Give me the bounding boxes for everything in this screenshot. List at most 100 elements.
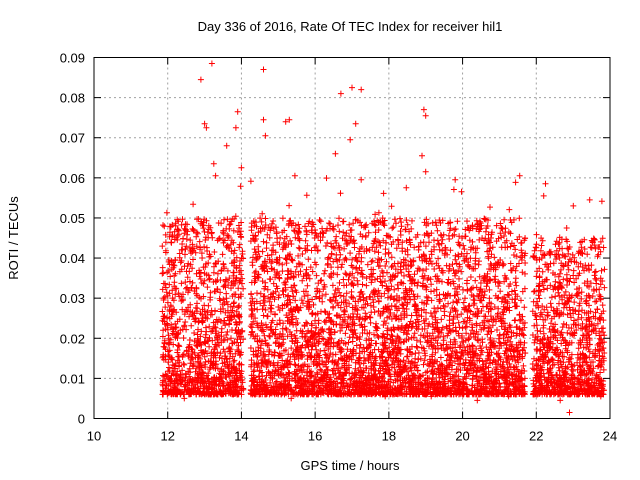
data-point: [254, 290, 260, 297]
data-point: [159, 243, 166, 250]
data-point: [261, 353, 268, 359]
data-point: [239, 379, 246, 386]
data-point: [337, 292, 344, 299]
data-point: [236, 241, 243, 248]
data-point: [521, 304, 528, 311]
data-point: [195, 389, 202, 395]
data-point: [296, 245, 303, 252]
data-point: [189, 355, 196, 362]
data-point: [286, 202, 293, 209]
data-point: [208, 230, 215, 237]
data-point: [186, 341, 193, 348]
data-point: [194, 216, 200, 223]
data-point: [456, 324, 463, 331]
data-point: [362, 232, 369, 239]
data-point: [187, 308, 194, 315]
data-point: [160, 297, 167, 303]
data-point: [208, 358, 215, 365]
data-point: [195, 359, 202, 366]
data-point: [361, 354, 367, 361]
data-point: [262, 215, 269, 222]
data-point: [200, 370, 207, 377]
data-point: [231, 215, 238, 222]
data-point: [305, 256, 312, 263]
data-point: [274, 321, 280, 328]
data-point: [226, 321, 233, 328]
data-point: [456, 275, 462, 282]
data-point: [512, 179, 519, 186]
data-point: [171, 365, 178, 372]
data-point: [342, 330, 349, 337]
data-point: [458, 188, 465, 195]
data-point: [386, 344, 393, 351]
data-point: [185, 344, 192, 351]
data-point: [382, 251, 389, 257]
data-point: [190, 201, 197, 208]
data-point: [218, 391, 225, 398]
data-point: [190, 226, 197, 233]
data-point: [248, 290, 255, 297]
data-point: [263, 245, 270, 252]
data-point: [289, 288, 296, 295]
data-point: [231, 257, 238, 264]
data-point: [212, 377, 219, 384]
data-point: [222, 284, 229, 291]
data-point: [192, 374, 199, 381]
data-point: [199, 315, 206, 322]
data-point: [191, 310, 198, 317]
data-point: [347, 250, 354, 257]
data-point: [188, 250, 194, 257]
data-point: [162, 356, 169, 363]
data-point: [452, 256, 459, 263]
data-point: [336, 228, 343, 235]
data-point: [178, 280, 185, 287]
data-point: [458, 268, 465, 275]
data-point: [209, 327, 216, 334]
data-point: [259, 306, 266, 313]
data-point: [303, 192, 310, 199]
data-point: [237, 183, 244, 190]
data-point: [382, 263, 389, 269]
data-point: [302, 223, 308, 230]
data-point: [267, 379, 274, 386]
data-point: [165, 352, 172, 359]
data-point: [204, 248, 211, 254]
data-point: [171, 279, 178, 286]
data-point: [218, 268, 225, 274]
data-point: [205, 378, 212, 385]
data-point: [319, 358, 326, 365]
data-point: [446, 313, 453, 320]
data-point: [163, 209, 170, 216]
data-point: [236, 313, 243, 320]
data-point: [398, 219, 405, 226]
data-point: [340, 276, 347, 283]
data-point: [220, 296, 227, 303]
data-point: [237, 231, 243, 238]
data-point: [215, 220, 222, 226]
data-point: [160, 222, 166, 229]
data-point: [172, 324, 179, 331]
data-point: [194, 352, 201, 359]
data-point: [192, 381, 199, 388]
data-point: [185, 353, 192, 360]
data-point: [226, 275, 233, 282]
data-point: [193, 270, 200, 277]
data-point: [220, 239, 227, 246]
data-point: [195, 352, 202, 359]
data-point: [201, 353, 208, 360]
data-point: [201, 243, 208, 250]
data-point: [180, 335, 187, 341]
data-point: [260, 312, 267, 319]
data-point: [472, 277, 479, 284]
data-point: [343, 290, 350, 297]
data-point: [439, 278, 445, 285]
data-point: [179, 367, 186, 374]
data-point: [217, 350, 224, 357]
data-point: [330, 303, 337, 310]
data-point: [450, 299, 457, 306]
data-point: [400, 357, 407, 364]
data-point: [202, 308, 208, 315]
data-point: [217, 289, 224, 296]
data-point: [259, 248, 266, 255]
data-point: [324, 239, 331, 246]
